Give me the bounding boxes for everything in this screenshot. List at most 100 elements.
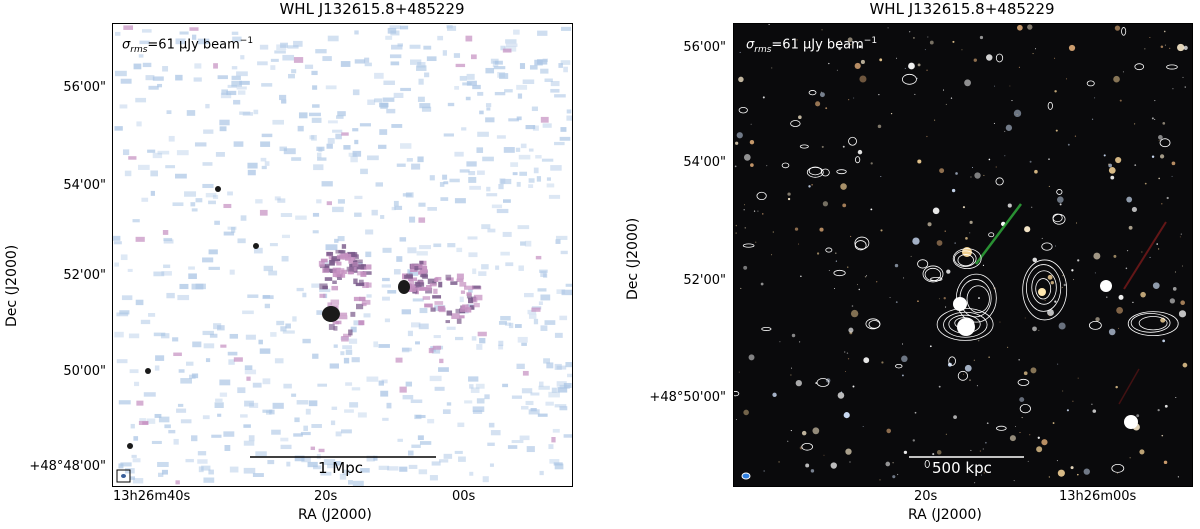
field-star (1091, 403, 1093, 405)
field-star (896, 57, 898, 59)
field-star (1067, 143, 1070, 146)
noise-speck (442, 409, 451, 414)
field-star (945, 433, 947, 435)
emission-pixel (551, 437, 556, 443)
noise-speck (219, 379, 231, 386)
noise-speck (231, 226, 236, 233)
field-star (1116, 306, 1124, 314)
noise-speck (335, 133, 342, 140)
field-star (1182, 76, 1184, 78)
noise-speck (129, 369, 139, 374)
noise-speck (188, 266, 195, 270)
noise-speck (401, 309, 412, 315)
field-star (771, 67, 773, 69)
field-star (790, 374, 792, 376)
noise-speck (443, 181, 449, 185)
noise-speck (231, 31, 239, 35)
noise-speck (341, 429, 352, 434)
field-star (1171, 175, 1173, 177)
noise-speck (418, 323, 429, 330)
field-star (1166, 196, 1169, 200)
noise-speck (281, 255, 289, 262)
emission-pixel (434, 277, 439, 282)
field-star (860, 59, 865, 64)
noise-speck (389, 54, 402, 59)
noise-speck (520, 241, 526, 246)
noise-speck (554, 141, 565, 146)
noise-speck (339, 473, 347, 480)
field-star (772, 231, 774, 233)
noise-speck (391, 124, 403, 128)
noise-speck (350, 326, 357, 333)
compact-source (145, 368, 151, 374)
noise-speck (469, 384, 474, 389)
noise-speck (152, 76, 164, 81)
noise-speck (258, 339, 263, 345)
noise-speck (348, 338, 358, 344)
field-star (1027, 24, 1033, 30)
noise-speck (185, 458, 194, 463)
emission-pixel (419, 260, 424, 265)
emission-pixel (462, 304, 469, 310)
noise-speck (229, 269, 235, 275)
emission-pixel (348, 329, 353, 336)
emission-pixel (439, 358, 444, 364)
noise-speck (518, 265, 524, 271)
noise-speck (219, 392, 228, 397)
noise-speck (316, 146, 325, 151)
noise-speck (443, 133, 454, 137)
noise-speck (560, 127, 567, 132)
noise-speck (478, 271, 487, 276)
noise-speck (481, 224, 491, 230)
noise-speck (566, 115, 572, 121)
noise-speck (281, 99, 287, 104)
noise-speck (472, 268, 477, 275)
noise-speck (510, 162, 519, 167)
noise-speck (549, 459, 560, 464)
noise-speck (217, 75, 228, 80)
noise-speck (168, 429, 176, 434)
field-star (739, 51, 741, 54)
noise-speck (166, 292, 175, 299)
noise-speck (485, 67, 495, 74)
field-star (912, 439, 916, 442)
noise-speck (191, 34, 197, 40)
noise-speck (491, 204, 503, 209)
field-star (870, 162, 873, 165)
emission-pixel (435, 276, 442, 281)
field-star (1072, 278, 1075, 281)
noise-speck (243, 467, 256, 474)
left-ytick-1: 54'00" (63, 178, 106, 193)
noise-speck (231, 75, 241, 80)
noise-speck (232, 36, 242, 42)
noise-speck (350, 156, 358, 163)
noise-speck (466, 80, 477, 86)
field-star (995, 166, 997, 168)
field-star (1162, 339, 1166, 343)
noise-speck (242, 112, 254, 116)
emission-pixel (135, 236, 145, 242)
noise-speck (554, 332, 563, 338)
field-star (1029, 434, 1031, 436)
noise-speck (536, 176, 542, 182)
field-star (932, 207, 940, 215)
field-star (1059, 203, 1062, 206)
noise-speck (475, 383, 485, 389)
field-star (836, 69, 838, 71)
right-y-axis-label: Dec (J2000) (625, 217, 641, 300)
noise-speck (180, 419, 192, 424)
field-star (910, 255, 912, 257)
field-star (735, 141, 739, 145)
noise-speck (393, 92, 404, 98)
emission-pixel (418, 271, 427, 275)
emission-pixel (359, 296, 366, 302)
noise-speck (517, 93, 523, 99)
noise-speck (384, 318, 391, 323)
field-star (811, 184, 813, 186)
noise-speck (409, 44, 421, 49)
field-star (1158, 140, 1160, 142)
field-star (1094, 97, 1096, 99)
field-star (1032, 53, 1034, 55)
noise-speck (221, 89, 228, 95)
noise-speck (217, 325, 225, 331)
